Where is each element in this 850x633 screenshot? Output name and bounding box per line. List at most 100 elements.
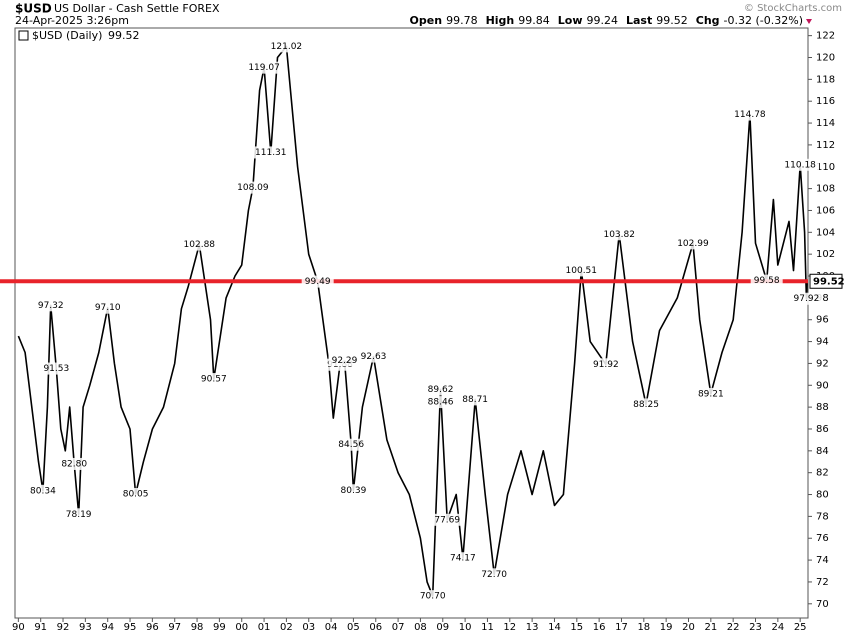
annotation-label: 97.92: [794, 294, 820, 304]
annotation: 119.07: [245, 61, 283, 74]
annotation-label: 97.32: [38, 301, 64, 311]
x-tick-label: 20: [682, 622, 695, 633]
y-tick-label: 76: [816, 533, 829, 544]
annotation-label: 99.58: [754, 276, 780, 286]
x-tick-label: 06: [369, 622, 382, 633]
annotation-label: 89.21: [698, 389, 724, 399]
annotation-label: 100.51: [566, 266, 598, 276]
legend-icon: [18, 30, 29, 41]
annotation-box: [234, 181, 272, 194]
x-tick-label: 05: [347, 622, 360, 633]
annotation-box: [790, 292, 823, 305]
annotation-label: 97.10: [95, 303, 121, 313]
annotation-box: [600, 228, 639, 241]
y-tick-label: 106: [816, 205, 835, 216]
annotation-label: 77.69: [434, 515, 460, 525]
annotation-label: 70.70: [420, 592, 446, 602]
annotation: 99.49: [301, 275, 334, 288]
annotation-box: [251, 146, 290, 159]
annotation-label: 72.70: [481, 570, 507, 580]
annotation-box: [180, 238, 219, 251]
chart-date: 24-Apr-2025 3:26pm: [15, 14, 129, 27]
x-tick-label: 15: [570, 622, 583, 633]
x-tick-label: 21: [704, 622, 717, 633]
x-tick-label: 14: [548, 622, 561, 633]
annotation-box: [478, 568, 511, 581]
annotation: 89.62: [424, 383, 457, 396]
annotation: 82.80: [58, 457, 91, 470]
x-tick-label: 92: [57, 622, 70, 633]
x-tick-label: 01: [258, 622, 271, 633]
x-tick-label: 93: [79, 622, 92, 633]
quote-label: Open: [410, 14, 443, 27]
annotation: 77.69: [431, 513, 464, 526]
x-tick-label: 95: [124, 622, 137, 633]
x-tick-label: 97: [168, 622, 181, 633]
annotation-label: 110.18: [784, 160, 816, 170]
annotation-label: 80.34: [30, 486, 56, 496]
annotation: 92.63: [357, 350, 390, 363]
annotation-box: [328, 354, 361, 367]
y-tick-label: 86: [816, 424, 829, 435]
annotation-label: 88.71: [462, 395, 488, 405]
annotation-box: [26, 484, 59, 497]
annotation-box: [357, 350, 390, 363]
y-tick-label: 74: [816, 555, 829, 566]
annotation-box: [459, 393, 492, 406]
last-value-label: 99.52: [813, 276, 845, 287]
annotation-label: 92.29: [332, 356, 358, 366]
annotation-label: 80.05: [123, 489, 149, 499]
annotation-box: [562, 264, 601, 277]
x-tick-label: 18: [637, 622, 650, 633]
annotation-label: 74.17: [450, 554, 476, 564]
y-tick-label: 94: [816, 337, 829, 348]
x-tick-label: 19: [660, 622, 673, 633]
annotation: 89.21: [694, 387, 727, 400]
x-tick-label: 11: [481, 622, 494, 633]
y-tick-label: 120: [816, 53, 835, 64]
annotation-box: [589, 358, 622, 371]
annotation: 103.82: [600, 228, 639, 241]
y-tick-label: 80: [816, 490, 829, 501]
x-tick-label: 99: [213, 622, 226, 633]
annotation-label: 80.39: [341, 486, 367, 496]
annotation: 90.57: [197, 373, 230, 386]
annotation: 110.18: [781, 158, 819, 171]
chart-subtitle: US Dollar - Cash Settle FOREX: [54, 2, 220, 15]
annotation-box: [335, 438, 368, 451]
annotation: 72.70: [478, 568, 511, 581]
y-tick-label: 88: [816, 402, 829, 413]
annotation: 97.10: [91, 301, 124, 314]
y-tick-label: 84: [816, 446, 829, 457]
annotation: 114.78: [731, 108, 769, 121]
annotation: 88.25: [630, 398, 663, 411]
annotation-label: 102.88: [184, 240, 216, 250]
y-tick-label: 70: [816, 599, 829, 610]
annotation-label: 92.63: [361, 352, 387, 362]
quote-value: -0.32 (-0.32%): [724, 14, 803, 27]
annotation: 88.71: [459, 393, 492, 406]
annotation-box: [119, 487, 152, 500]
y-tick-label: 118: [816, 74, 835, 85]
x-tick-label: 94: [101, 622, 114, 633]
annotation: 102.99: [674, 237, 712, 250]
annotation-box: [731, 108, 769, 121]
annotation-label: 90.57: [201, 375, 227, 385]
annotation-box: [58, 457, 91, 470]
annotation-box: [197, 373, 230, 386]
x-tick-label: 17: [615, 622, 628, 633]
annotation-label: 99.49: [305, 277, 331, 287]
annotation-label: 91.92: [593, 360, 619, 370]
y-tick-label: 78: [816, 511, 829, 522]
quote-label: Chg: [696, 14, 720, 27]
annotation: 97.92: [790, 292, 823, 305]
x-tick-label: 09: [436, 622, 449, 633]
y-tick-label: 112: [816, 140, 835, 151]
quote-value: 99.52: [656, 14, 688, 27]
change-arrow: [806, 19, 812, 24]
annotation-label: 119.07: [248, 63, 280, 73]
x-tick-label: 02: [280, 622, 293, 633]
annotation-box: [431, 513, 464, 526]
legend-entry: $USD (Daily): [32, 29, 102, 42]
